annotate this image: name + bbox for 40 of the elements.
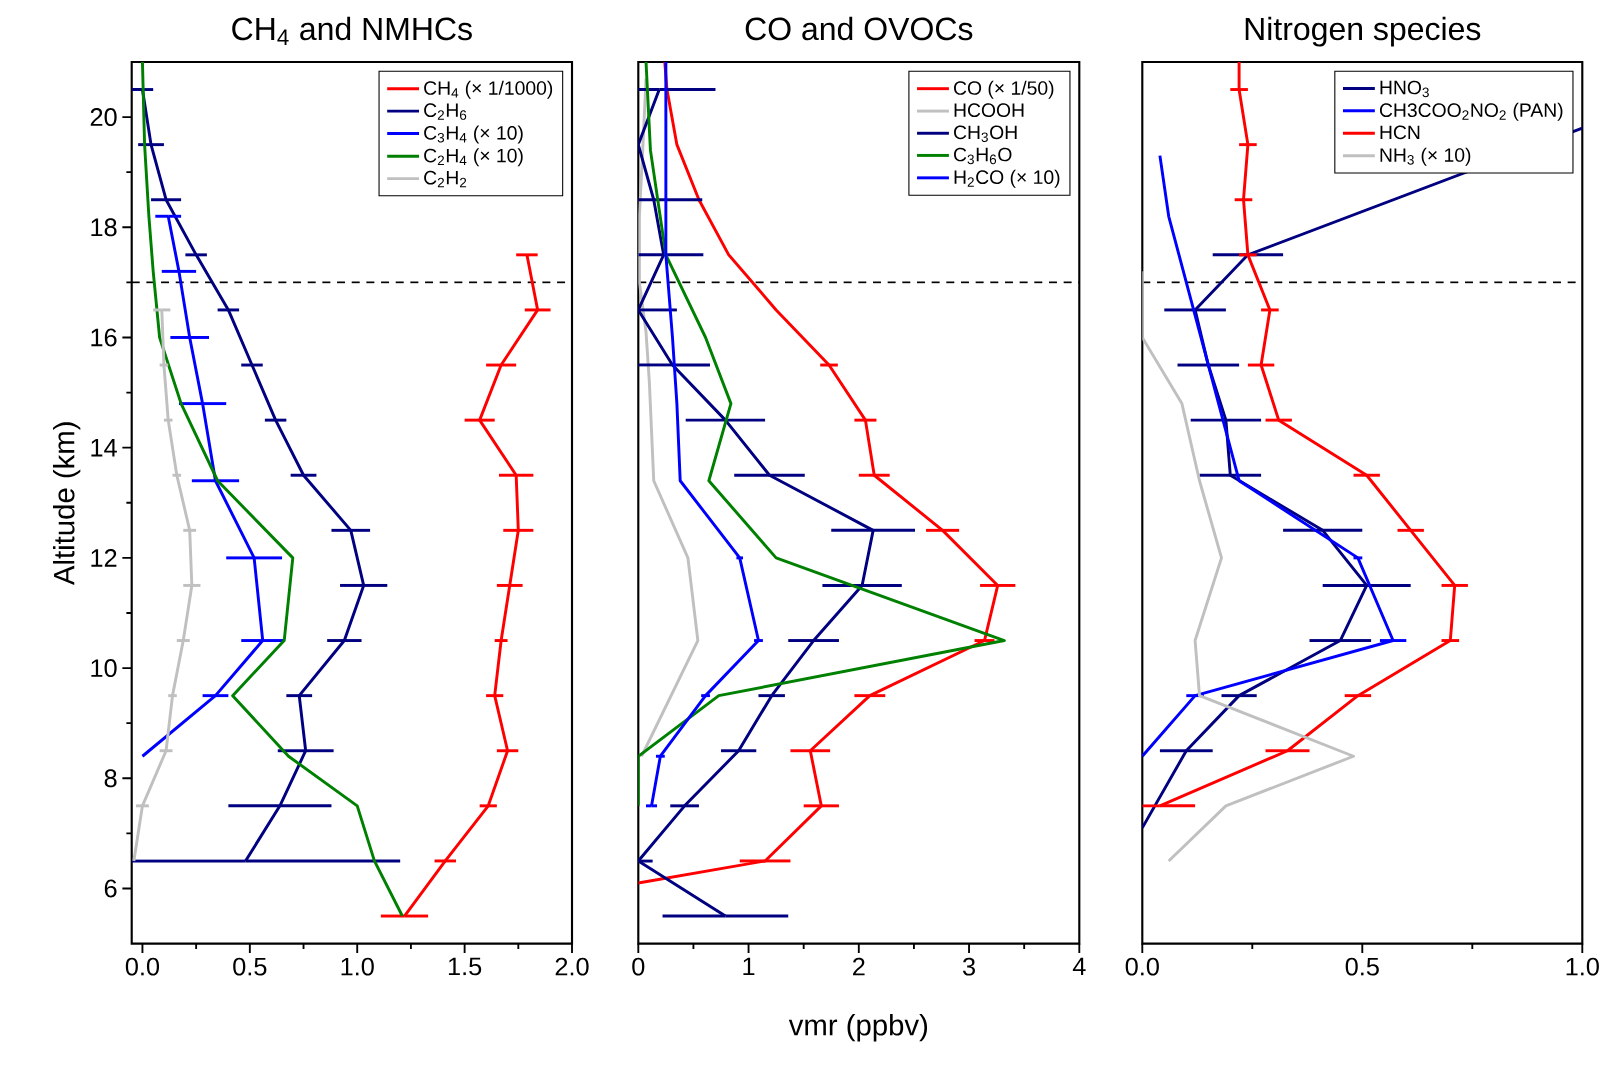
- x-axis-title: vmr (ppbv): [788, 1014, 928, 1042]
- y-tick-label: 12: [91, 549, 117, 567]
- x-tick-label: 4: [1072, 957, 1086, 976]
- y-tick-label: 20: [90, 108, 117, 127]
- x-tick-label: 0.0: [125, 957, 160, 976]
- x-tick-label: 0: [632, 957, 645, 976]
- legend-label: C$_{2}$H$_{6}$: [424, 103, 467, 120]
- legend-label: C$_{3}$H$_{6}$O: [954, 147, 1012, 165]
- x-tick-label: 3: [962, 957, 975, 976]
- legend-label: HCN: [1380, 125, 1420, 140]
- legend-label: NH$_{3}$ (× 10): [1380, 147, 1471, 166]
- y-axis-title: Altitude (km): [52, 422, 81, 586]
- y-tick-label: 18: [91, 218, 117, 237]
- x-tick-label: 2.0: [555, 957, 589, 976]
- y-tick-label: 14: [91, 438, 117, 457]
- x-tick-label: 1.5: [448, 957, 482, 976]
- y-tick-label: 16: [91, 328, 117, 347]
- legend-label: H$_{2}$CO (× 10): [954, 169, 1060, 188]
- legend-label: C$_{3}$H$_{4}$ (× 10): [424, 125, 523, 144]
- legend-label: HCOOH: [954, 103, 1024, 118]
- x-tick-label: 1.0: [341, 957, 374, 976]
- legend-label: CH3COO$_{2}$NO$_{2}$ (PAN): [1379, 102, 1563, 121]
- legend-label: CO (× 1/50): [954, 80, 1054, 99]
- y-tick-label: 8: [104, 769, 117, 788]
- x-tick-label: 2: [853, 957, 865, 976]
- legend-label: C$_{2}$H$_{2}$: [424, 170, 467, 188]
- chart-title: CH$_{4}$ and NMHCs: [232, 16, 472, 45]
- x-tick-label: 0.5: [233, 957, 267, 976]
- y-tick-label: 10: [91, 659, 117, 678]
- legend-label: C$_{2}$H$_{4}$ (× 10): [424, 148, 523, 167]
- legend-label: HNO$_{3}$: [1380, 80, 1429, 98]
- legend-label: CH$_{3}$OH: [954, 125, 1017, 143]
- legend-label: CH$_{4}$ (× 1/1000): [424, 80, 553, 99]
- x-tick-label: 0.5: [1345, 957, 1379, 976]
- y-tick-label: 6: [104, 879, 117, 898]
- x-tick-label: 1.0: [1566, 957, 1599, 976]
- chart-title: Nitrogen species: [1245, 16, 1481, 47]
- x-tick-label: 1: [743, 957, 755, 976]
- x-tick-label: 0.0: [1125, 957, 1159, 976]
- chart-title: CO and OVOCs: [745, 16, 973, 41]
